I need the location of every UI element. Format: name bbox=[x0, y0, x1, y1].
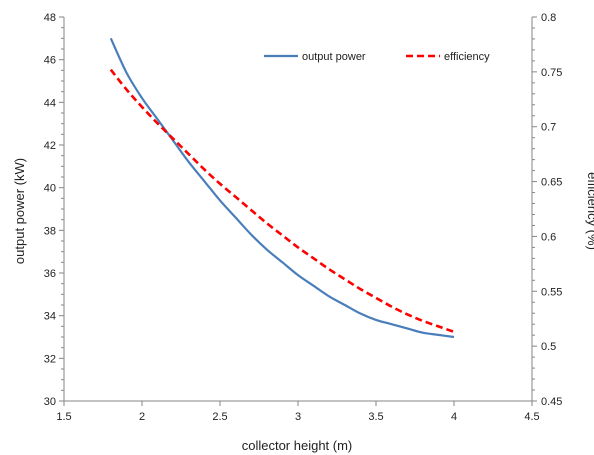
series-layer bbox=[109, 37, 455, 339]
x-tick-label: 2 bbox=[139, 411, 145, 423]
x-tick-label: 4.5 bbox=[524, 411, 539, 423]
y2-tick-label: 0.65 bbox=[541, 177, 562, 189]
x-tick-label: 3 bbox=[295, 411, 301, 423]
x-tick-label: 2.5 bbox=[212, 411, 227, 423]
y-tick-label: 48 bbox=[44, 12, 56, 24]
y-tick-label: 36 bbox=[44, 268, 56, 280]
y-tick-label: 38 bbox=[44, 225, 56, 237]
y2-tick-label: 0.45 bbox=[541, 396, 562, 408]
y2-tick-label: 0.6 bbox=[541, 231, 556, 243]
legend: output power efficiency bbox=[264, 51, 490, 63]
y2-tick-label: 0.5 bbox=[541, 341, 556, 353]
x-tick-label: 1.5 bbox=[56, 411, 71, 423]
tick-labels: 1.5 2 2.5 3 3.5 4 4.5 30 32 34 36 38 40 42 44 46 48 0.45 0… bbox=[44, 12, 563, 423]
legend-label: efficiency bbox=[444, 51, 490, 63]
x-tick-label: 4 bbox=[451, 411, 457, 423]
y-tick-label: 46 bbox=[44, 55, 56, 67]
y2-tick-label: 0.8 bbox=[541, 12, 556, 24]
y2-tick-label: 0.75 bbox=[541, 67, 562, 79]
y-tick-label: 32 bbox=[44, 353, 56, 365]
series-line-output-power bbox=[109, 37, 455, 339]
y-axis-title: output power (kW) bbox=[12, 158, 27, 264]
y2-tick-label: 0.7 bbox=[541, 122, 556, 134]
x-axis-title: collector height (m) bbox=[242, 438, 353, 453]
y2-tick-label: 0.55 bbox=[541, 286, 562, 298]
x-tick-label: 3.5 bbox=[368, 411, 383, 423]
y-tick-label: 42 bbox=[44, 140, 56, 152]
y-tick-label: 34 bbox=[44, 311, 56, 323]
series-line-efficiency bbox=[109, 68, 455, 334]
y2-axis-title: efficiency (%) bbox=[585, 172, 594, 250]
y-tick-label: 40 bbox=[44, 183, 56, 195]
legend-label: output power bbox=[302, 51, 366, 63]
y-tick-label: 30 bbox=[44, 396, 56, 408]
y-tick-label: 44 bbox=[44, 97, 56, 109]
axes bbox=[59, 16, 537, 406]
